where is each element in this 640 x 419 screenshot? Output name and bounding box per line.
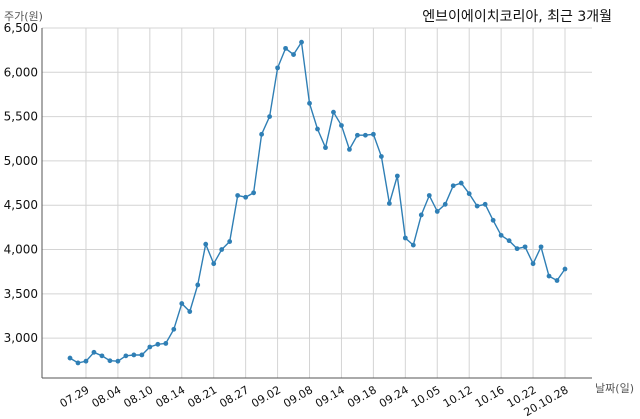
price-point [291, 52, 296, 57]
price-point [554, 278, 560, 283]
x-tick-label: 08.21 [185, 383, 219, 410]
price-point [426, 193, 432, 198]
price-point [203, 241, 209, 247]
price-point [355, 132, 360, 138]
y-tick-label: 4,500 [4, 198, 38, 212]
price-point [259, 131, 265, 137]
price-point [195, 282, 201, 288]
price-point [171, 326, 177, 332]
chart-title: 엔브이에이치코리아, 최근 3개월 [422, 9, 612, 25]
price-point [299, 39, 304, 45]
price-point [418, 212, 424, 218]
price-point [339, 123, 344, 128]
x-tick-label: 08.04 [90, 383, 124, 410]
x-tick-label: 10.05 [409, 383, 443, 410]
price-point [514, 246, 520, 252]
price-point [347, 146, 352, 152]
x-tick-label: 09.18 [345, 383, 379, 410]
price-point [123, 353, 129, 359]
x-tick-label: 07.29 [58, 383, 92, 410]
y-tick-label: 5,500 [4, 110, 38, 124]
price-point [546, 273, 552, 279]
x-tick-label: 08.27 [217, 383, 251, 410]
price-point [155, 341, 161, 347]
price-point [490, 217, 496, 223]
x-tick-label: 08.10 [122, 383, 156, 410]
price-point [458, 180, 464, 186]
price-point [466, 191, 472, 197]
price-point [107, 358, 113, 364]
price-point [450, 183, 456, 189]
price-point [235, 193, 241, 198]
y-axis-label: 주가(원) [4, 10, 43, 23]
price-point [99, 353, 105, 359]
price-point [115, 358, 121, 364]
price-point [506, 238, 512, 244]
y-tick-label: 4,000 [4, 243, 38, 257]
price-point [323, 145, 328, 151]
x-tick-label: 10.16 [473, 383, 507, 410]
price-point [331, 109, 336, 115]
price-point [562, 266, 568, 272]
y-tick-label: 3,500 [4, 287, 38, 301]
price-point [378, 154, 384, 159]
price-point [75, 360, 81, 366]
price-point [163, 341, 169, 346]
x-tick-label: 09.14 [313, 383, 347, 410]
price-point [498, 232, 504, 238]
price-point [315, 126, 320, 132]
price-point [522, 244, 528, 250]
price-point [370, 131, 376, 137]
price-point [402, 235, 408, 241]
price-point [227, 239, 233, 244]
price-point [307, 100, 312, 106]
price-point [219, 247, 225, 252]
price-series-line [69, 40, 566, 364]
x-axis-label: 날짜(일) [595, 382, 634, 395]
price-point [91, 349, 97, 355]
price-point [267, 114, 272, 120]
price-point [434, 209, 440, 214]
x-tick-label: 10.12 [441, 383, 475, 410]
price-point [67, 355, 73, 361]
price-point [243, 194, 249, 200]
price-point [482, 201, 488, 207]
price-point [363, 132, 368, 138]
price-point [211, 261, 217, 267]
price-point [179, 301, 185, 306]
x-tick-label: 09.08 [281, 383, 315, 410]
y-tick-label: 6,000 [4, 65, 38, 79]
price-point [442, 201, 448, 207]
price-point [283, 45, 288, 51]
price-point [410, 242, 416, 248]
price-point [394, 173, 400, 179]
price-point [251, 190, 257, 196]
x-tick-label: 08.14 [153, 383, 187, 410]
y-tick-label: 3,000 [4, 331, 38, 345]
x-tick-label: 09.24 [377, 383, 411, 410]
y-tick-label: 5,000 [4, 154, 38, 168]
price-point [474, 203, 480, 209]
price-point [530, 261, 536, 267]
price-point [139, 352, 145, 358]
y-tick-label: 6,500 [4, 21, 38, 35]
price-point [147, 344, 153, 350]
price-point [538, 244, 544, 250]
price-point [275, 65, 280, 71]
price-point [187, 309, 193, 314]
price-point [131, 352, 137, 358]
price-point [386, 201, 392, 206]
x-tick-label: 09.02 [249, 383, 283, 410]
price-point [83, 358, 89, 364]
